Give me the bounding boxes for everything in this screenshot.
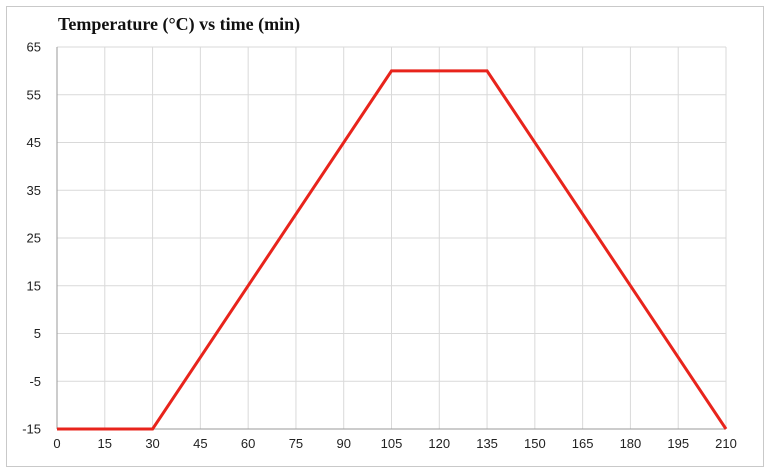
x-tick-label: 60	[241, 436, 255, 451]
y-tick-label: 65	[27, 40, 41, 55]
y-tick-label: 25	[27, 231, 41, 246]
x-tick-label: 195	[667, 436, 689, 451]
x-tick-label: 105	[381, 436, 403, 451]
y-tick-label: 55	[27, 87, 41, 102]
y-tick-label: 35	[27, 183, 41, 198]
x-tick-label: 75	[289, 436, 303, 451]
y-tick-label: -15	[22, 422, 41, 437]
x-tick-label: 45	[193, 436, 207, 451]
axes	[56, 47, 726, 430]
grid-lines	[56, 46, 727, 430]
series-layer	[56, 69, 728, 431]
x-tick-label: 135	[476, 436, 498, 451]
x-tick-label: 165	[572, 436, 594, 451]
x-tick-label: 30	[145, 436, 159, 451]
x-tick-label: 180	[620, 436, 642, 451]
y-tick-label: -5	[29, 374, 41, 389]
y-tick-labels: -15 -5 5 15 25 35 45 55 65	[22, 40, 41, 437]
y-tick-label: 5	[34, 326, 41, 341]
y-tick-label: 45	[27, 135, 41, 150]
x-tick-label: 90	[336, 436, 350, 451]
x-tick-label: 0	[53, 436, 60, 451]
x-tick-labels: 0 15 30 45 60 75 90 105 120 135 150 165 180 195 210	[53, 436, 736, 451]
x-tick-label: 210	[715, 436, 737, 451]
x-tick-label: 150	[524, 436, 546, 451]
x-tick-label: 120	[428, 436, 450, 451]
chart-title: Temperature (°C) vs time (min)	[58, 14, 301, 34]
x-tick-label: 15	[98, 436, 112, 451]
y-tick-label: 15	[27, 278, 41, 293]
